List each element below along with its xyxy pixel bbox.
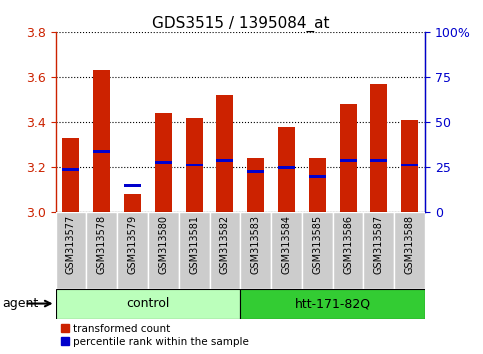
Bar [364,212,394,289]
Bar [401,120,418,212]
Text: control: control [126,297,170,310]
Bar [309,158,326,212]
Bar [155,113,172,212]
Bar [340,104,356,212]
Bar [56,289,241,319]
Bar [247,170,264,173]
Bar [62,168,79,171]
Text: htt-171-82Q: htt-171-82Q [295,297,371,310]
Bar [340,159,356,162]
Text: agent: agent [2,297,39,310]
Bar [333,212,364,289]
Bar [124,194,141,212]
Bar [93,70,110,212]
Bar [309,175,326,178]
Text: GSM313581: GSM313581 [189,215,199,274]
Text: GSM313578: GSM313578 [97,215,107,274]
Bar [370,84,387,212]
Bar [56,212,86,289]
Text: GSM313584: GSM313584 [282,215,291,274]
Text: GSM313580: GSM313580 [158,215,168,274]
Bar [302,212,333,289]
Bar [394,212,425,289]
Bar [155,161,172,164]
Bar [185,118,202,212]
Bar [62,138,79,212]
Bar [216,95,233,212]
Bar [86,212,117,289]
Bar [370,159,387,162]
Bar [278,166,295,169]
Text: GSM313586: GSM313586 [343,215,353,274]
Legend: transformed count, percentile rank within the sample: transformed count, percentile rank withi… [61,324,249,347]
Bar [124,184,141,187]
Text: GSM313579: GSM313579 [128,215,138,274]
Bar [117,212,148,289]
Bar [247,158,264,212]
Bar [240,212,271,289]
Text: GSM313588: GSM313588 [405,215,414,274]
Bar [216,159,233,162]
Bar [210,212,240,289]
Bar [271,212,302,289]
Text: GSM313583: GSM313583 [251,215,261,274]
Bar [148,212,179,289]
Bar [240,289,425,319]
Bar [179,212,210,289]
Text: GSM313587: GSM313587 [374,215,384,274]
Bar [278,127,295,212]
Text: GSM313585: GSM313585 [313,215,322,274]
Text: GSM313582: GSM313582 [220,215,230,274]
Title: GDS3515 / 1395084_at: GDS3515 / 1395084_at [152,16,329,32]
Text: GSM313577: GSM313577 [66,215,76,274]
Bar [93,150,110,153]
Bar [401,164,418,166]
Bar [185,164,202,166]
